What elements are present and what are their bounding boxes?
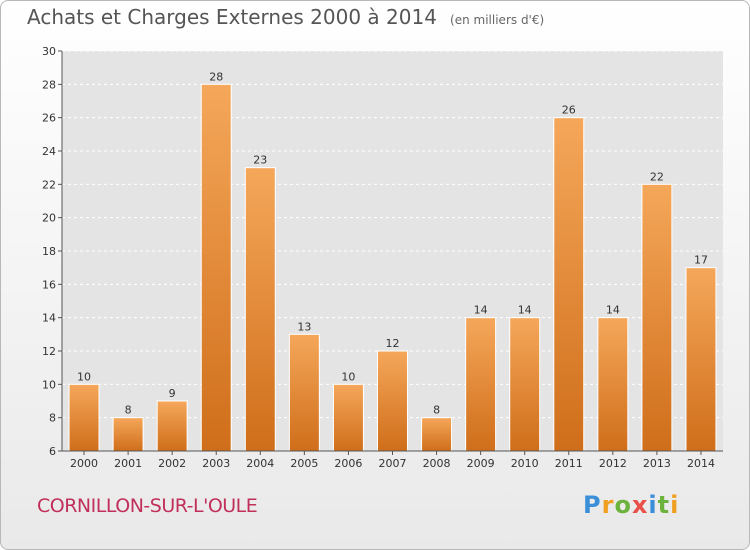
- bar-value-label: 10: [77, 370, 91, 383]
- logo-letter: o: [614, 491, 632, 519]
- logo-letter: x: [631, 491, 649, 519]
- x-tick-label: 2014: [687, 457, 715, 470]
- chart-unit: (en milliers d'€): [450, 13, 545, 27]
- x-tick-label: 2006: [334, 457, 362, 470]
- y-tick-label: 26: [42, 112, 56, 125]
- bar-value-label: 10: [341, 370, 355, 383]
- y-tick-label: 18: [42, 245, 56, 258]
- y-tick-label: 22: [42, 178, 56, 191]
- x-tick-label: 2010: [511, 457, 539, 470]
- bar: [509, 317, 541, 452]
- x-tick-label: 2012: [599, 457, 627, 470]
- bar-value-label: 14: [518, 304, 532, 317]
- commune-name: CORNILLON-SUR-L'OULE: [37, 495, 258, 517]
- x-tick-label: 2011: [555, 457, 583, 470]
- bar: [685, 267, 717, 452]
- y-tick-label: 24: [42, 145, 56, 158]
- bar-value-label: 8: [125, 404, 132, 417]
- bar: [288, 333, 320, 452]
- x-tick-label: 2004: [246, 457, 274, 470]
- bar: [641, 183, 673, 452]
- y-tick-label: 12: [42, 345, 56, 358]
- proxiti-logo: Proxiti: [583, 491, 679, 519]
- bar-value-label: 13: [297, 320, 311, 333]
- logo-letter: P: [583, 491, 602, 519]
- y-tick-label: 28: [42, 78, 56, 91]
- title-row: Achats et Charges Externes 2000 à 2014 (…: [27, 5, 544, 29]
- logo-letter: t: [657, 491, 671, 519]
- logo-letter: r: [601, 491, 615, 519]
- logo-letter: i: [670, 491, 680, 519]
- bar-value-label: 14: [606, 304, 620, 317]
- bar: [156, 400, 188, 452]
- y-tick-label: 20: [42, 212, 56, 225]
- bar-value-label: 26: [562, 104, 576, 117]
- bar: [244, 167, 276, 452]
- bar: [465, 317, 497, 452]
- x-tick-label: 2008: [423, 457, 451, 470]
- y-tick-label: 6: [49, 445, 56, 458]
- bar-value-label: 22: [650, 170, 664, 183]
- bar-value-label: 12: [386, 337, 400, 350]
- x-tick-label: 2003: [202, 457, 230, 470]
- bar-value-label: 9: [169, 387, 176, 400]
- bar-value-label: 14: [474, 304, 488, 317]
- y-tick-label: 14: [42, 312, 56, 325]
- bar: [597, 317, 629, 452]
- bar: [421, 417, 453, 452]
- bar-value-label: 28: [209, 70, 223, 83]
- y-tick-label: 30: [42, 45, 56, 58]
- bar-value-label: 17: [694, 254, 708, 267]
- x-tick-label: 2009: [467, 457, 495, 470]
- logo-letter: i: [648, 491, 658, 519]
- x-tick-label: 2001: [114, 457, 142, 470]
- x-tick-label: 2007: [379, 457, 407, 470]
- x-tick-label: 2005: [290, 457, 318, 470]
- bar: [332, 383, 364, 452]
- y-tick-label: 8: [49, 412, 56, 425]
- chart-title: Achats et Charges Externes 2000 à 2014: [27, 5, 437, 29]
- x-tick-label: 2000: [70, 457, 98, 470]
- bar-value-label: 8: [433, 404, 440, 417]
- y-tick-label: 10: [42, 378, 56, 391]
- bar: [68, 383, 100, 452]
- bar: [200, 83, 232, 452]
- bar: [377, 350, 408, 452]
- x-tick-label: 2013: [643, 457, 671, 470]
- bar-value-label: 23: [253, 154, 267, 167]
- bar: [112, 417, 144, 452]
- y-tick-label: 16: [42, 278, 56, 291]
- bar: [553, 117, 585, 452]
- x-tick-label: 2002: [158, 457, 186, 470]
